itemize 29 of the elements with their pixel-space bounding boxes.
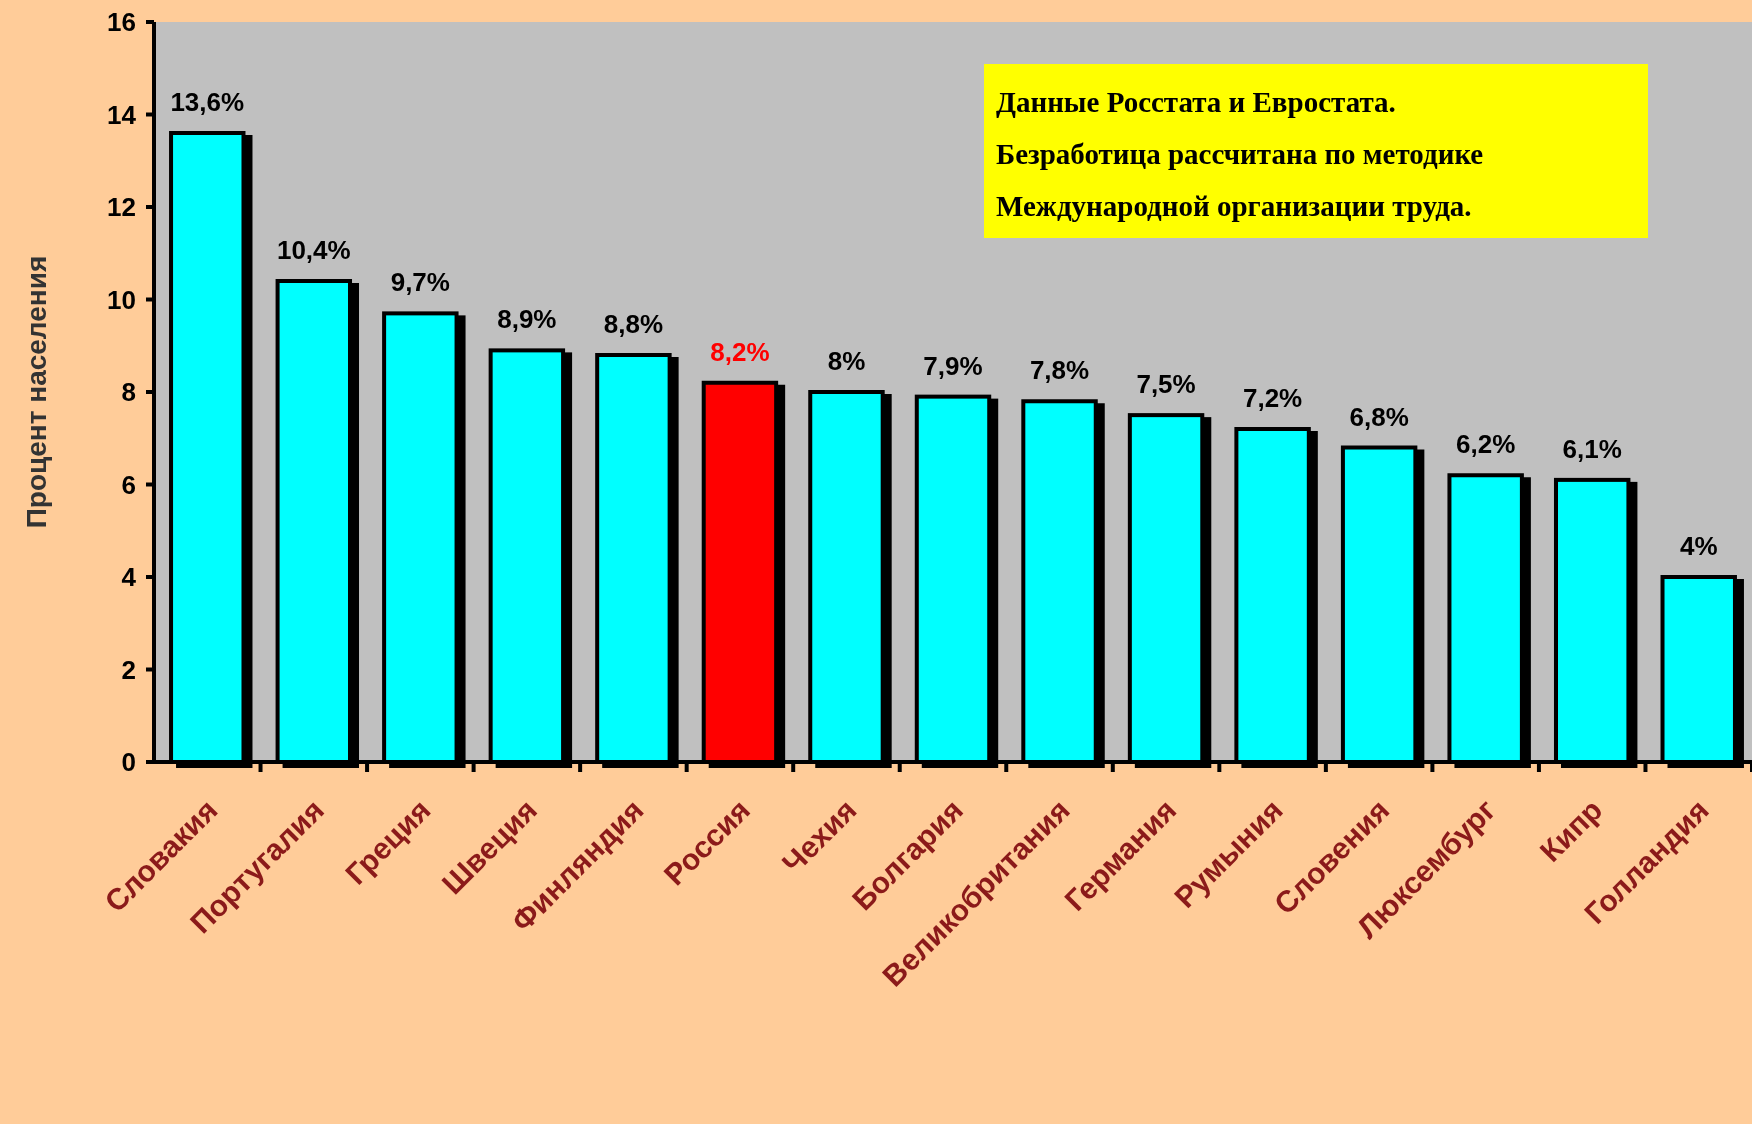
annotation: Данные Росстата и Евростата.	[996, 86, 1396, 118]
data-label: 7,5%	[1136, 369, 1196, 400]
data-label: 7,8%	[1029, 355, 1090, 386]
data-label: 7,9%	[923, 350, 983, 381]
data-label: 10,4%	[276, 235, 351, 265]
y-tick-label: 10	[107, 284, 136, 315]
data-label: 4%	[1679, 531, 1718, 561]
note-box: Данные Росстата и Евростата. Безработица рассчитана по методике Международной организации труда.	[984, 64, 1648, 238]
y-tick-label: 6	[121, 469, 136, 500]
data-label: 6,1%	[1562, 433, 1622, 464]
data-label: 7,2%	[1242, 383, 1303, 413]
data-label: 8,9%	[497, 304, 557, 335]
y-tick-label: 2	[121, 654, 136, 685]
data-label: 6,8%	[1349, 401, 1409, 432]
data-label: 13,6%	[170, 87, 245, 117]
data-label: 8%	[827, 346, 866, 376]
annotation: Международной организации труда.	[996, 190, 1472, 222]
data-label: 9,7%	[390, 267, 450, 298]
y-tick-label: 14	[107, 99, 137, 130]
data-label: 6,2%	[1456, 429, 1516, 460]
y-axis-title: Процент населения	[21, 255, 52, 529]
y-tick-label: 16	[107, 7, 136, 38]
y-tick-label: 0	[121, 747, 136, 778]
y-tick-label: 8	[121, 377, 136, 408]
data-label: 8,2%	[710, 336, 770, 367]
y-tick-label: 4	[121, 562, 137, 593]
data-label: 8,8%	[603, 309, 664, 339]
annotation: Безработица рассчитана по методике	[996, 138, 1484, 170]
y-tick-label: 12	[107, 192, 136, 223]
